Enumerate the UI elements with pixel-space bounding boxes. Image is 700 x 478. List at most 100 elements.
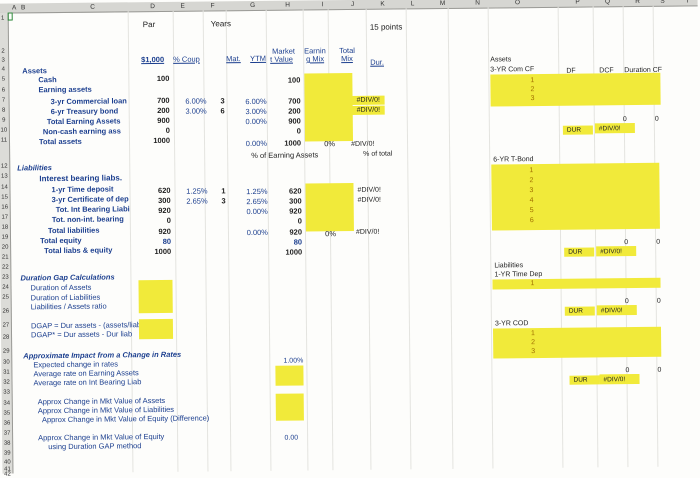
- col-header-e[interactable]: E: [180, 2, 185, 10]
- liab-mv[interactable]: 0: [297, 216, 302, 226]
- row-number[interactable]: 23: [2, 274, 9, 281]
- row-number[interactable]: 26: [2, 308, 10, 315]
- asset-label[interactable]: Earning assets: [38, 84, 92, 95]
- col-header-t[interactable]: T: [685, 0, 690, 5]
- asset-par[interactable]: 200: [157, 105, 170, 116]
- asset-mv[interactable]: 200: [288, 106, 301, 116]
- liab-par[interactable]: 1000: [154, 246, 172, 257]
- liabilities-title[interactable]: Liabilities: [17, 163, 52, 173]
- cod-dur-label[interactable]: DUR: [573, 376, 588, 384]
- header-gmix[interactable]: g Mix: [306, 54, 325, 64]
- liab-dur[interactable]: #DIV/0!: [357, 186, 381, 194]
- td-zero[interactable]: 0: [656, 297, 661, 305]
- equity-change-value[interactable]: 0.00: [284, 434, 299, 442]
- asset-label[interactable]: 6-yr Treasury bond: [50, 106, 119, 117]
- liab-mix-pct[interactable]: 0%: [325, 229, 337, 239]
- asset-mv[interactable]: 900: [288, 116, 301, 126]
- row-number[interactable]: 34: [3, 400, 11, 407]
- row-number[interactable]: 22: [1, 264, 9, 271]
- asset-par[interactable]: 1000: [153, 135, 171, 146]
- row-number[interactable]: 42: [4, 471, 11, 478]
- col-header-g[interactable]: G: [250, 1, 256, 10]
- asset-label[interactable]: Cash: [38, 75, 57, 85]
- cod-label[interactable]: 3-YR COD: [494, 320, 529, 328]
- cod-zero[interactable]: 0: [657, 366, 662, 374]
- asset-par[interactable]: 0: [165, 125, 170, 135]
- liab-par[interactable]: 920: [158, 205, 171, 216]
- row-number[interactable]: 10: [0, 127, 8, 134]
- asset-dur[interactable]: #DIV/0!: [356, 96, 380, 104]
- liab-label[interactable]: Tot. non-int. bearing: [51, 214, 124, 225]
- com-year[interactable]: 2: [530, 86, 535, 94]
- avg-rate-input-block[interactable]: [275, 365, 304, 386]
- asset-dur[interactable]: #DIV/0!: [351, 140, 375, 148]
- com-div[interactable]: #DIV/0!: [598, 125, 621, 133]
- liab-coup[interactable]: 2.65%: [186, 196, 208, 206]
- cod-year[interactable]: 3: [531, 348, 536, 356]
- col-header-i[interactable]: I: [321, 1, 324, 9]
- row-number[interactable]: 16: [1, 204, 9, 211]
- liab-mv[interactable]: 920: [289, 227, 303, 237]
- header-years[interactable]: Years: [210, 19, 232, 29]
- row-number[interactable]: 20: [1, 244, 9, 251]
- asset-dur[interactable]: #DIV/0!: [356, 106, 381, 114]
- cod-year[interactable]: 1: [531, 330, 535, 338]
- liab-label[interactable]: 1-yr Time deposit: [51, 184, 114, 195]
- liab-mv[interactable]: 300: [289, 196, 302, 206]
- liab-mv[interactable]: 80: [293, 237, 303, 247]
- impact-item[interactable]: Average rate on Int Bearing Liab: [33, 377, 142, 388]
- row-number[interactable]: 19: [1, 234, 9, 241]
- row-number[interactable]: 13: [0, 173, 8, 180]
- col-header-f[interactable]: F: [210, 2, 215, 10]
- dgap-input-block[interactable]: [138, 318, 174, 340]
- liab-label[interactable]: 3-yr Certificate of dep: [51, 194, 129, 205]
- asset-mv[interactable]: 700: [288, 96, 301, 106]
- col-header-q[interactable]: Q: [605, 0, 611, 6]
- tbond-year[interactable]: 2: [529, 177, 534, 185]
- row-number[interactable]: 12: [0, 163, 8, 170]
- row-number[interactable]: 27: [2, 322, 10, 329]
- liab-par[interactable]: 300: [158, 195, 171, 206]
- col-header-l[interactable]: L: [410, 0, 415, 8]
- header-amount[interactable]: $1,000: [141, 54, 165, 65]
- col-header-a[interactable]: A: [11, 4, 17, 12]
- asset-ytm[interactable]: 6.00%: [245, 96, 267, 107]
- timedep-input-block[interactable]: [492, 277, 661, 290]
- duration-gap-item[interactable]: Duration of Assets: [30, 282, 92, 293]
- row-number[interactable]: 35: [3, 410, 11, 417]
- tbond-year[interactable]: 6: [529, 217, 534, 225]
- com-cf-input-block[interactable]: [490, 72, 661, 107]
- liab-label[interactable]: Tot. Int Bearing Liabi: [55, 204, 130, 215]
- rp-liab-label[interactable]: Liabilities: [494, 262, 524, 270]
- liab-ytm[interactable]: 0.00%: [246, 206, 268, 217]
- liab-mix-input-block[interactable]: [305, 182, 354, 232]
- liab-dur[interactable]: #DIV/0!: [357, 196, 382, 204]
- row-number[interactable]: 2: [1, 48, 5, 55]
- col-header-s[interactable]: S: [660, 0, 665, 5]
- col-header-b[interactable]: B: [20, 4, 26, 12]
- td-year[interactable]: 1: [530, 280, 535, 288]
- liab-mv[interactable]: 920: [289, 206, 302, 216]
- tb-dur-label[interactable]: DUR: [568, 248, 583, 256]
- dgap-star-formula[interactable]: DGAP* = Dur assets - Dur liab: [30, 329, 133, 340]
- row-number[interactable]: 28: [2, 334, 10, 341]
- liab-ytm[interactable]: 1.25%: [246, 186, 268, 197]
- row-number[interactable]: 11: [0, 137, 8, 144]
- td-div[interactable]: #DIV/0!: [600, 307, 623, 315]
- row-number[interactable]: 36: [3, 420, 11, 427]
- mkt-change-input-block[interactable]: [275, 393, 304, 421]
- row-number[interactable]: 6: [1, 87, 6, 94]
- earning-mix-input-block[interactable]: [304, 72, 354, 142]
- liab-par[interactable]: 0: [166, 215, 171, 225]
- header-mat[interactable]: Mat.: [226, 54, 241, 64]
- rp-assets-label[interactable]: Assets: [490, 56, 512, 64]
- equity-method-label[interactable]: using Duration GAP method: [48, 441, 142, 452]
- liab-label[interactable]: Total liabs & equity: [44, 245, 113, 256]
- tbond-year[interactable]: 3: [529, 187, 534, 195]
- tb-div[interactable]: #DIV/0!: [600, 248, 622, 256]
- com-year[interactable]: 1: [530, 77, 535, 85]
- liab-dur[interactable]: #DIV/0!: [355, 228, 380, 236]
- duration-gap-input-block[interactable]: [138, 279, 173, 314]
- row-number[interactable]: 14: [1, 184, 8, 191]
- header-dur[interactable]: Dur.: [370, 57, 385, 67]
